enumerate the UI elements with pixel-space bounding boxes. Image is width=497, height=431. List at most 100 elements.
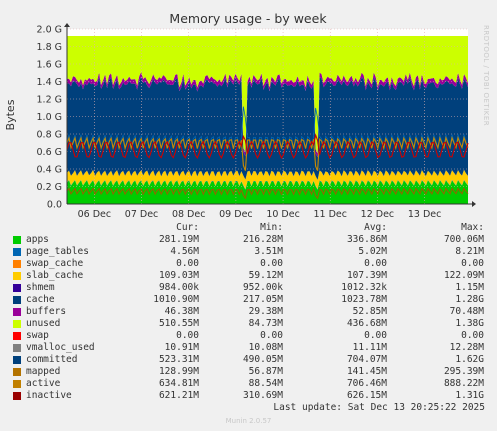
legend-swatch [13, 308, 21, 316]
line-layer [66, 106, 469, 200]
y-tick-label: 0.6 G [37, 147, 63, 158]
legend-series-name: active [26, 378, 61, 389]
legend-cur-value: 621.21M [158, 390, 199, 401]
legend-min-value: 56.87M [248, 366, 283, 377]
legend-cur-value: 634.81M [158, 378, 199, 389]
legend-cur-value: 109.03M [158, 270, 199, 281]
legend-max-value: 1.15M [455, 282, 484, 293]
legend-row-inactive: inactive 621.21M 310.69M 626.15M 1.31G [0, 390, 497, 402]
legend-avg-value: 336.86M [346, 234, 387, 245]
legend-max-value: 12.28M [449, 342, 484, 353]
y-tick-label: 0.8 G [37, 130, 63, 141]
legend-row-cache: cache 1010.90M 217.05M 1023.78M 1.28G [0, 294, 497, 306]
last-update: Last update: Sat Dec 13 20:25:22 2025 [273, 402, 485, 413]
legend-min-value: 490.05M [242, 354, 283, 365]
legend-row-unused: unused 510.55M 84.73M 436.68M 1.38G [0, 318, 497, 330]
legend-max-value: 0.00 [461, 330, 484, 341]
legend-min-value: 88.54M [248, 378, 283, 389]
stack-area-apps [67, 180, 468, 204]
legend-cur-value: 10.91M [164, 342, 199, 353]
legend-min-value: 216.28M [242, 234, 283, 245]
legend-max-value: 1.38G [455, 318, 484, 329]
legend-avg-value: 11.11M [352, 342, 387, 353]
legend-series-name: unused [26, 318, 61, 329]
legend-swatch [13, 344, 21, 352]
legend-avg-value: 0.00 [364, 258, 387, 269]
legend-swatch [13, 332, 21, 340]
legend-header-min: Min: [260, 222, 283, 233]
legend-avg-value: 0.00 [364, 330, 387, 341]
legend-cur-value: 984.00k [158, 282, 199, 293]
legend-min-value: 10.08M [248, 342, 283, 353]
legend-series-name: swap_cache [26, 258, 84, 269]
legend-cur-value: 46.38M [164, 306, 199, 317]
legend-row-vmalloc_used: vmalloc_used 10.91M 10.08M 11.11M 12.28M [0, 342, 497, 354]
stack-layer [67, 36, 468, 204]
line-series-inactive [66, 133, 469, 160]
legend-cur-value: 281.19M [158, 234, 199, 245]
legend-avg-value: 1023.78M [341, 294, 387, 305]
munin-version: Munin 2.0.57 [225, 417, 272, 425]
legend-series-name: inactive [26, 390, 72, 401]
legend-cur-value: 0.00 [176, 258, 199, 269]
legend-cur-value: 0.00 [176, 330, 199, 341]
axis-layer: 0.0 0.2 G 0.4 G 0.6 G 0.8 G 1.0 G 1.2 G 1.4 G 1.… [37, 23, 476, 220]
memory-chart: Memory usage - by week Bytes RRDTOOL / T… [4, 11, 490, 220]
legend-series-name: committed [26, 354, 78, 365]
x-tick-label: 12 Dec [361, 209, 395, 220]
legend-swatch [13, 284, 21, 292]
legend-header-max: Max: [461, 222, 484, 233]
y-tick-label: 1.0 G [37, 112, 63, 123]
legend-series-name: swap [26, 330, 49, 341]
legend-row-buffers: buffers 46.38M 29.38M 52.85M 70.48M [0, 306, 497, 318]
legend-series-name: slab_cache [26, 270, 84, 281]
x-axis-arrow [472, 201, 476, 207]
x-tick-label: 08 Dec [172, 209, 206, 220]
y-tick-label: 0.4 G [37, 165, 63, 176]
legend-cur-value: 523.31M [158, 354, 199, 365]
legend-series-name: buffers [26, 306, 67, 317]
y-tick-label: 1.6 G [37, 60, 63, 71]
stack-area-slab_cache [67, 169, 468, 190]
legend-cur-value: 128.99M [158, 366, 199, 377]
legend-cur-value: 4.56M [170, 246, 199, 257]
legend-series-name: shmem [26, 282, 55, 293]
legend-avg-value: 141.45M [346, 366, 387, 377]
stack-area-unused [67, 36, 468, 154]
line-series-mapped [66, 187, 469, 200]
legend-avg-value: 5.02M [358, 246, 387, 257]
legend-max-value: 700.06M [443, 234, 484, 245]
legend-swatch [13, 368, 21, 376]
legend-row-committed: committed 523.31M 490.05M 704.07M 1.62G [0, 354, 497, 366]
legend-min-value: 0.00 [260, 330, 283, 341]
x-tick-label: 07 Dec [125, 209, 159, 220]
y-tick-label: 1.8 G [37, 42, 63, 53]
x-tick-label: 09 Dec [219, 209, 253, 220]
legend-max-value: 888.22M [443, 378, 484, 389]
legend-max-value: 70.48M [449, 306, 484, 317]
legend-avg-value: 436.68M [346, 318, 387, 329]
legend-cur-value: 510.55M [158, 318, 199, 329]
legend-avg-value: 107.39M [346, 270, 387, 281]
stack-area-cache [67, 76, 468, 180]
legend-header-avg: Avg: [364, 222, 387, 233]
legend-min-value: 310.69M [242, 390, 283, 401]
legend-avg-value: 52.85M [352, 306, 387, 317]
legend-series-name: mapped [26, 366, 61, 377]
y-tick-label: 0.0 [47, 200, 62, 211]
legend-header-cur: Cur: [176, 222, 199, 233]
legend-swatch [13, 248, 21, 256]
y-tick-label: 2.0 G [37, 25, 63, 36]
legend-swatch [13, 356, 21, 364]
legend-series-name: vmalloc_used [26, 342, 95, 353]
legend-row-swap_cache: swap_cache 0.00 0.00 0.00 0.00 [0, 258, 497, 270]
legend-max-value: 8.21M [455, 246, 484, 257]
legend-min-value: 29.38M [248, 306, 283, 317]
legend-swatch [13, 236, 21, 244]
legend-min-value: 217.05M [242, 294, 283, 305]
legend-max-value: 295.39M [443, 366, 484, 377]
x-tick-label: 13 Dec [408, 209, 442, 220]
grid-layer [67, 28, 468, 204]
legend-min-value: 84.73M [248, 318, 283, 329]
chart-title: Memory usage - by week [169, 11, 327, 26]
